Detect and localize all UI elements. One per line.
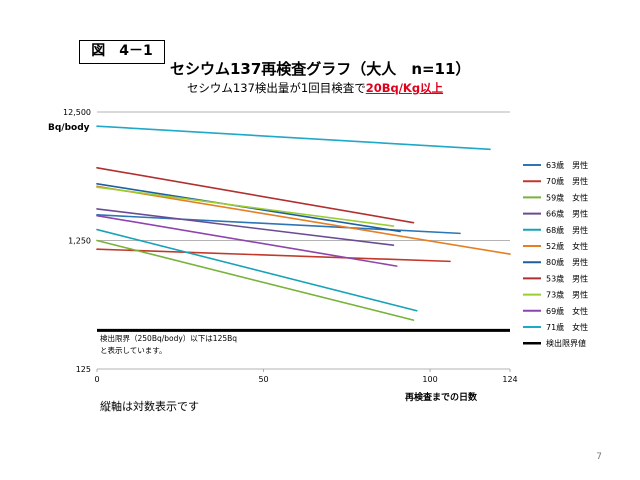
subtitle-prefix: セシウム137検出量が1回目検査で	[186, 81, 366, 95]
series-line-0	[96, 214, 461, 235]
y-axis-label: Bq/body	[48, 123, 90, 133]
x-tick-label: 100	[422, 375, 437, 384]
series-layer	[96, 125, 511, 332]
legend-entry-5: 52歳 女性	[546, 241, 588, 251]
x-tick-label: 124	[502, 375, 517, 384]
legend-entry-10: 71歳 女性	[546, 322, 588, 332]
series-line-8	[96, 186, 395, 227]
series-line-3	[96, 208, 395, 246]
grid-layer	[97, 111, 510, 241]
figure-label: 図 4－1	[79, 40, 165, 64]
series-line-2	[96, 239, 415, 321]
legend-entry-6: 80歳 男性	[546, 257, 588, 267]
x-tick-label: 50	[258, 375, 268, 384]
threshold-annotation-line2: と表示しています。	[100, 345, 167, 355]
chart-subtitle: セシウム137検出量が1回目検査で20Bq/Kg以上	[150, 80, 480, 96]
series-line-1	[96, 248, 451, 263]
threshold-annotation-line1: 検出限界（250Bq/body）以下は125Bq	[100, 333, 237, 343]
subtitle-highlight: 20Bq/Kg以上	[365, 81, 444, 95]
legend-entry-1: 70歳 男性	[546, 176, 588, 186]
chart-title: セシウム137再検査グラフ（大人 n=11）	[170, 60, 471, 78]
legend-entry-8: 73歳 男性	[546, 290, 588, 300]
legend-entry-threshold: 検出限界値	[546, 338, 586, 348]
legend-layer: 63歳 男性 70歳 男性 59歳 女性 66歳 男性 68歳 男性 52歳 女性 80歳 …	[523, 160, 588, 348]
axis-layer: 125 1,250 12,500 0 50 100 124	[63, 108, 518, 384]
y-tick-label: 125	[76, 365, 91, 374]
log-scale-note: 縦軸は対数表示です	[100, 400, 199, 413]
x-tick-label: 0	[94, 375, 99, 384]
y-tick-label: 1,250	[68, 237, 91, 246]
y-tick-label: 12,500	[63, 108, 91, 117]
series-line-9	[96, 214, 398, 267]
legend-entry-0: 63歳 男性	[546, 160, 588, 170]
legend-entry-2: 59歳 女性	[546, 192, 588, 202]
x-axis-label: 再検査までの日数	[405, 391, 478, 403]
series-line-4	[96, 228, 418, 312]
series-line-5	[96, 185, 511, 255]
legend-entry-7: 53歳 男性	[546, 273, 588, 283]
page-number: 7	[596, 452, 602, 462]
legend-entry-9: 69歳 女性	[546, 306, 588, 316]
legend-entry-3: 66歳 男性	[546, 209, 588, 219]
series-line-7	[96, 166, 415, 224]
series-line-10	[96, 125, 491, 151]
legend-entry-4: 68歳 男性	[546, 225, 588, 235]
